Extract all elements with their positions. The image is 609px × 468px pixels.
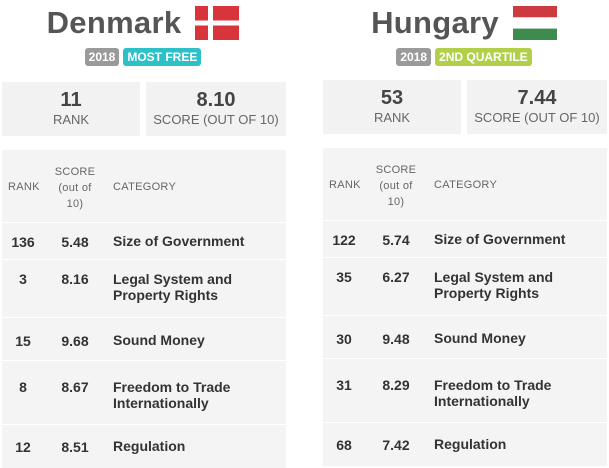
country-header: Denmark <box>0 4 286 42</box>
row-score: 8.29 <box>382 377 410 393</box>
row-rank: 35 <box>336 269 352 285</box>
overall-rank-value: 53 <box>380 87 404 109</box>
denmark-flag-icon <box>195 6 240 40</box>
year-badge: 2018 <box>396 48 432 66</box>
table-row: 12 8.51 Regulation <box>2 424 286 468</box>
row-score: 8.16 <box>61 271 89 287</box>
header-score: SCORE (out of 10) <box>54 166 96 210</box>
header-score: SCORE (out of 10) <box>375 164 417 208</box>
overall-score-value: 8.10 <box>196 89 236 111</box>
table-row: 8 8.67 Freedom to Trade Internationally <box>2 360 286 424</box>
row-score: 8.67 <box>61 379 89 395</box>
header-category: CATEGORY <box>113 181 177 193</box>
row-score: 7.42 <box>382 437 410 453</box>
row-score: 9.68 <box>61 333 89 349</box>
table-row: 136 5.48 Size of Government <box>2 222 286 259</box>
table-row: 3 8.16 Legal System and Property Rights <box>2 259 286 317</box>
table-row: 122 5.74 Size of Government <box>323 220 607 257</box>
table-row: 15 9.68 Sound Money <box>2 317 286 360</box>
row-score: 8.51 <box>61 439 89 455</box>
table-header: RANK SCORE (out of 10) CATEGORY <box>2 150 286 222</box>
year-badge: 2018 <box>84 48 120 66</box>
badge-row: 2018 MOST FREE <box>0 48 286 66</box>
country-name: Denmark <box>46 5 182 40</box>
header-rank: RANK <box>8 181 40 193</box>
category-table: RANK SCORE (out of 10) CATEGORY 136 5.48… <box>2 150 286 468</box>
row-rank: 122 <box>332 232 356 248</box>
row-category: Regulation <box>434 436 507 452</box>
row-category: Legal System and Property Rights <box>113 271 233 303</box>
row-category: Regulation <box>113 438 186 454</box>
row-category: Legal System and Property Rights <box>434 269 554 301</box>
row-score: 5.74 <box>382 232 410 248</box>
row-rank: 15 <box>15 333 31 349</box>
row-category: Size of Government <box>434 231 566 247</box>
overall-rank-label: RANK <box>52 112 90 127</box>
hungary-flag-icon <box>512 6 557 40</box>
table-row: 30 9.48 Sound Money <box>323 315 607 358</box>
overall-rank-label: RANK <box>373 110 411 125</box>
overall-rank-box: 53 RANK <box>323 80 461 134</box>
quartile-badge: MOST FREE <box>123 48 202 66</box>
row-rank: 8 <box>19 379 27 395</box>
row-rank: 68 <box>336 437 352 453</box>
quartile-badge: 2ND QUARTILE <box>435 48 532 66</box>
header-category: CATEGORY <box>434 179 498 191</box>
row-category: Sound Money <box>434 330 526 346</box>
table-row: 68 7.42 Regulation <box>323 422 607 468</box>
row-rank: 3 <box>19 271 27 287</box>
table-header: RANK SCORE (out of 10) CATEGORY <box>323 148 607 220</box>
header-rank: RANK <box>329 179 361 191</box>
row-category: Sound Money <box>113 332 205 348</box>
row-category: Freedom to Trade Internationally <box>113 379 231 411</box>
overall-score-box: 8.10 SCORE (OUT OF 10) <box>146 82 286 136</box>
row-rank: 12 <box>15 439 31 455</box>
country-name: Hungary <box>371 5 499 40</box>
badge-row: 2018 2ND QUARTILE <box>321 48 607 66</box>
row-rank: 30 <box>336 331 352 347</box>
overall-rank-box: 11 RANK <box>2 82 140 136</box>
table-row: 35 6.27 Legal System and Property Rights <box>323 257 607 315</box>
country-header: Hungary <box>321 4 607 42</box>
overall-score-label: SCORE (OUT OF 10) <box>153 112 279 127</box>
overall-score-label: SCORE (OUT OF 10) <box>474 110 600 125</box>
overall-rank-value: 11 <box>60 89 82 111</box>
overall-score-value: 7.44 <box>517 87 557 109</box>
table-row: 31 8.29 Freedom to Trade Internationally <box>323 358 607 422</box>
row-score: 9.48 <box>382 331 410 347</box>
row-score: 6.27 <box>382 269 410 285</box>
row-category: Freedom to Trade Internationally <box>434 377 552 409</box>
row-rank: 31 <box>336 377 352 393</box>
row-rank: 136 <box>11 234 35 250</box>
row-score: 5.48 <box>61 234 89 250</box>
row-category: Size of Government <box>113 233 245 249</box>
category-table: RANK SCORE (out of 10) CATEGORY 122 5.74… <box>323 148 607 466</box>
overall-score-box: 7.44 SCORE (OUT OF 10) <box>467 80 607 134</box>
